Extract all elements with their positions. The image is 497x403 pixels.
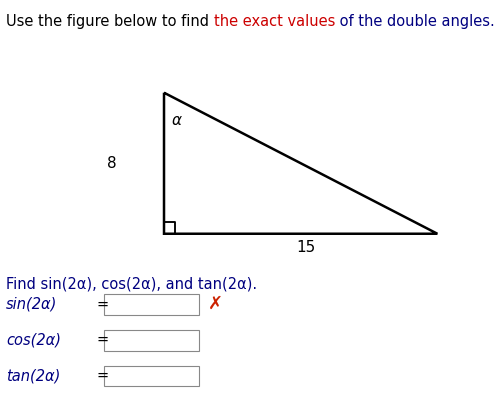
Text: tan(2α): tan(2α) — [6, 368, 60, 383]
Text: the exact values: the exact values — [214, 14, 335, 29]
Text: α: α — [171, 113, 181, 128]
Text: Find sin(2α), cos(2α), and tan(2α).: Find sin(2α), cos(2α), and tan(2α). — [6, 276, 257, 291]
Text: 15: 15 — [296, 240, 315, 256]
Text: =: = — [97, 297, 109, 312]
Bar — [104, 294, 199, 315]
Text: of the double angles.: of the double angles. — [335, 14, 495, 29]
Text: 8: 8 — [107, 156, 117, 171]
Text: cos(2α): cos(2α) — [6, 332, 61, 347]
Text: =: = — [97, 332, 109, 347]
Text: ✗: ✗ — [208, 295, 223, 313]
Text: Use the figure below to find: Use the figure below to find — [6, 14, 214, 29]
Bar — [104, 330, 199, 351]
Bar — [104, 366, 199, 386]
Text: sin(2α): sin(2α) — [6, 297, 57, 312]
Text: =: = — [97, 368, 109, 383]
